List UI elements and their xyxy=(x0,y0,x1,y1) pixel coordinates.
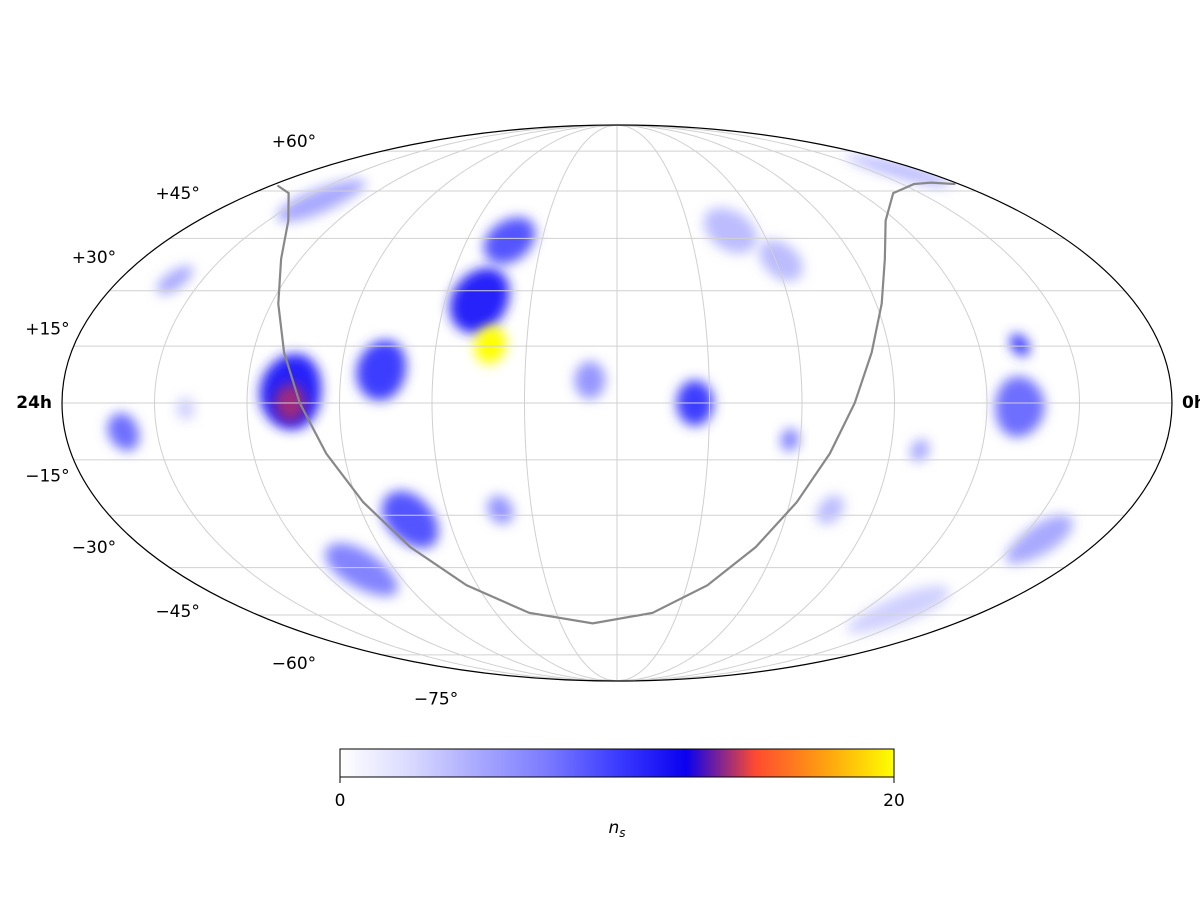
colorbar xyxy=(339,748,895,778)
y-tick-label: −15° xyxy=(25,466,69,486)
colorbar-label: ns xyxy=(608,818,625,840)
source-blob xyxy=(474,326,507,364)
source-blob xyxy=(483,217,536,265)
grid-meridian xyxy=(246,125,618,681)
grid-meridian xyxy=(616,125,896,681)
source-blob xyxy=(381,490,439,549)
source-blob xyxy=(846,585,950,634)
y-tick-label: −45° xyxy=(155,602,199,622)
sky-outline xyxy=(61,124,1173,682)
source-blob xyxy=(703,207,758,254)
x-tick-label: 24h xyxy=(16,393,52,413)
source-blob xyxy=(845,154,952,187)
grid-meridian xyxy=(153,125,618,681)
x-tick-label: 0h xyxy=(1182,393,1200,413)
source-blob xyxy=(910,439,930,462)
grid-meridian xyxy=(523,125,618,681)
source-blob xyxy=(816,495,845,525)
source-blob xyxy=(487,495,514,525)
overlay: +60° +45° +30° +15° −15° −30° −45° −60° −75° 24h 0… xyxy=(16,132,1200,811)
y-tick-label: +15° xyxy=(25,320,69,340)
colorbar-label-base: n xyxy=(608,818,619,838)
grid-meridian xyxy=(431,125,618,681)
y-tick-label: −75° xyxy=(414,690,458,710)
y-tick-label: +60° xyxy=(272,132,316,152)
grid-meridian xyxy=(616,125,711,681)
source-blob xyxy=(325,543,398,597)
colorbar-tick-label: 0 xyxy=(335,791,346,811)
source-blob xyxy=(156,265,194,295)
source-blob xyxy=(759,239,803,282)
grid-meridian xyxy=(338,125,618,681)
source-blob xyxy=(1005,514,1073,564)
source-blob xyxy=(1009,333,1030,357)
grid-meridian xyxy=(616,125,988,681)
y-tick-label: +45° xyxy=(155,184,199,204)
y-tick-label: −60° xyxy=(272,654,316,674)
galactic-plane xyxy=(276,181,956,625)
source-blob xyxy=(780,428,800,452)
grid-meridian xyxy=(616,125,803,681)
y-tick-label: −30° xyxy=(72,538,116,558)
source-blob xyxy=(276,179,367,222)
grid-meridian xyxy=(616,125,1081,681)
source-blob xyxy=(356,340,407,401)
y-tick-label: +30° xyxy=(72,248,116,268)
source-blob xyxy=(176,397,195,421)
colorbar-tick-label: 20 xyxy=(883,791,905,811)
source-blob xyxy=(449,267,510,334)
source-blob xyxy=(574,361,606,400)
source-blob xyxy=(107,412,140,451)
colorbar-label-sub: s xyxy=(619,826,625,840)
source-blob xyxy=(995,376,1045,438)
sky-map xyxy=(62,125,1172,681)
